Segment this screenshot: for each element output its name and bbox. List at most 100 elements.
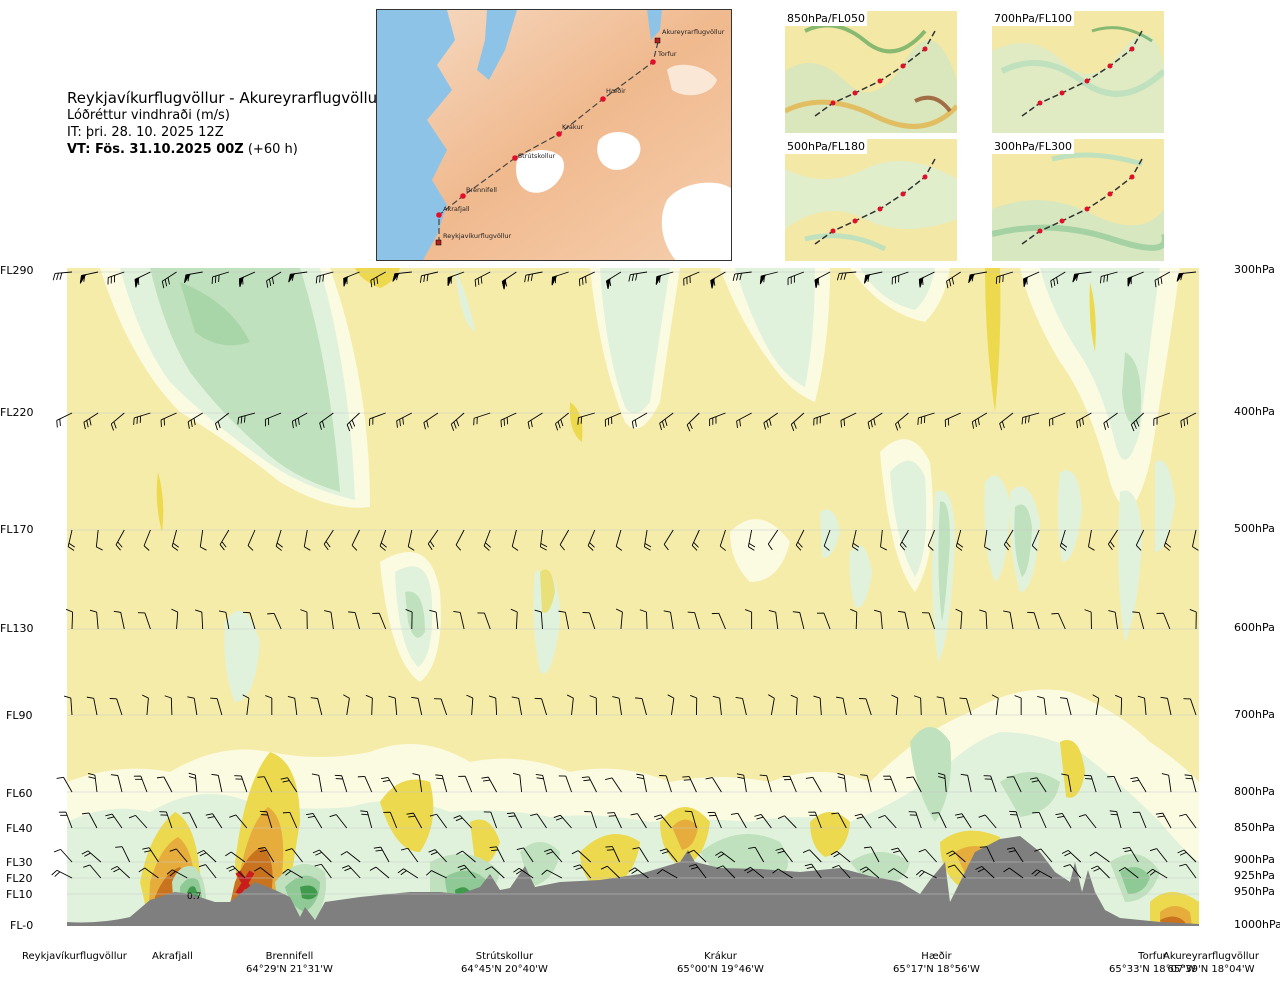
wind-barb-feather xyxy=(813,695,821,699)
wind-barb-feather xyxy=(81,812,90,815)
wind-barb-feather xyxy=(560,419,564,427)
wind-barb-feather xyxy=(1179,813,1187,817)
wind-barb-feather xyxy=(1130,424,1135,432)
wind-barb-feather xyxy=(956,816,964,819)
wind-barb-feather xyxy=(276,542,283,548)
wind-barb-staff xyxy=(709,412,726,420)
wind-barb-staff xyxy=(417,698,423,716)
wind-barb-feather xyxy=(837,773,845,776)
wind-barb-feather xyxy=(582,277,584,285)
wind-barb-feather xyxy=(1100,276,1102,284)
wind-barb-feather xyxy=(540,546,547,551)
wind-barb-feather xyxy=(1053,278,1056,286)
map-label-haedir: Hæðir xyxy=(606,87,626,95)
wind-barb-feather xyxy=(1089,851,1097,857)
wind-barb-feather xyxy=(737,776,745,780)
wind-barb-feather xyxy=(200,546,207,551)
wind-barb-feather xyxy=(52,273,56,281)
wind-barb-feather xyxy=(107,816,115,820)
wind-barb-staff xyxy=(611,777,622,793)
wind-barb-staff xyxy=(643,529,648,547)
wind-barb-staff xyxy=(135,815,148,829)
wind-barb-feather xyxy=(428,849,436,853)
wind-barb-staff xyxy=(56,869,73,879)
wind-barb-feather xyxy=(746,869,754,874)
wind-barb-staff xyxy=(263,776,273,793)
wind-barb-staff xyxy=(766,775,772,793)
wind-barb-pennant xyxy=(1176,272,1185,282)
wind-barb-feather xyxy=(901,541,907,548)
wind-barb-feather xyxy=(1160,276,1163,284)
wind-barb-staff xyxy=(540,612,543,630)
wind-barb-staff xyxy=(546,869,563,879)
wind-barb-feather xyxy=(369,866,377,871)
wind-barb-feather xyxy=(511,696,519,699)
wind-barb-feather xyxy=(51,869,58,876)
wind-barb-feather xyxy=(1029,777,1037,780)
wind-barb-staff xyxy=(176,612,179,630)
wind-barb-feather xyxy=(500,420,502,428)
wind-barb-feather xyxy=(870,420,873,428)
wind-barb-feather xyxy=(300,609,308,613)
wind-barb-feather xyxy=(1106,420,1109,428)
wind-barb-feather xyxy=(946,281,949,289)
wind-barb-feather xyxy=(1003,867,1010,873)
wind-barb-staff xyxy=(671,698,675,716)
wind-barb-feather xyxy=(1189,608,1197,613)
fl-label-60: FL60 xyxy=(6,787,33,800)
wind-barb-staff xyxy=(348,865,361,879)
minimap-850-svg xyxy=(785,11,957,133)
waypoint-name: Reykjavíkurflugvöllur xyxy=(22,951,127,962)
wind-barb-staff xyxy=(120,612,125,630)
wind-barb-staff xyxy=(171,529,177,547)
wind-barb-feather xyxy=(474,279,477,287)
wind-barb-feather xyxy=(606,849,614,851)
map-label-reykjavik: Reykjavíkurflugvöllur xyxy=(443,232,512,240)
wind-barb-feather xyxy=(1006,776,1014,778)
wind-barb-pennant xyxy=(759,274,767,285)
waypoint-name: Hæðir xyxy=(921,951,952,962)
wind-barb-staff xyxy=(550,848,563,863)
wind-barb-staff xyxy=(525,271,543,276)
wind-barb-feather xyxy=(211,773,219,776)
wind-barb-feather xyxy=(979,609,987,613)
wind-barb-staff xyxy=(483,612,491,630)
wind-barb-feather xyxy=(999,423,1003,431)
wind-barb-staff xyxy=(915,811,922,829)
wind-barb-feather xyxy=(636,777,644,780)
wind-barb-feather xyxy=(508,815,516,818)
wind-barb-feather xyxy=(555,817,563,821)
wind-barb-feather xyxy=(1164,545,1170,551)
wind-barb-feather xyxy=(1184,774,1192,777)
wind-barb-feather xyxy=(843,272,847,280)
wind-barb-feather xyxy=(225,851,232,857)
wind-barb-feather xyxy=(615,545,623,551)
wind-barb-feather xyxy=(748,542,756,548)
wind-barb-feather xyxy=(686,424,691,432)
wind-barb-staff xyxy=(893,868,909,879)
wind-barb-staff xyxy=(972,412,988,423)
wind-barb-feather xyxy=(477,278,480,286)
wind-barb-staff xyxy=(880,529,883,547)
wind-barb-staff xyxy=(94,775,98,793)
wind-barb-staff xyxy=(341,775,348,793)
wind-barb-staff xyxy=(722,865,736,879)
wind-barb-feather xyxy=(683,779,691,781)
wind-barb-feather xyxy=(510,608,518,613)
wind-barb-feather xyxy=(408,815,416,818)
wind-barb-feather xyxy=(524,275,527,283)
wind-barb-staff xyxy=(688,776,697,793)
wind-barb-feather xyxy=(400,847,408,851)
wind-barb-feather xyxy=(873,418,876,426)
wind-barb-staff xyxy=(564,612,570,630)
wind-barb-feather xyxy=(790,694,798,699)
wind-barb-feather xyxy=(143,545,150,551)
wind-barb-staff xyxy=(961,813,972,829)
wind-barb-feather xyxy=(226,865,234,870)
wind-barb-staff xyxy=(1057,613,1066,630)
wind-barb-feather xyxy=(1055,812,1063,816)
wind-barb-staff xyxy=(918,412,935,419)
wind-barb-staff xyxy=(215,412,230,424)
wind-barb-feather xyxy=(373,846,381,849)
wind-barb-staff xyxy=(770,698,775,716)
